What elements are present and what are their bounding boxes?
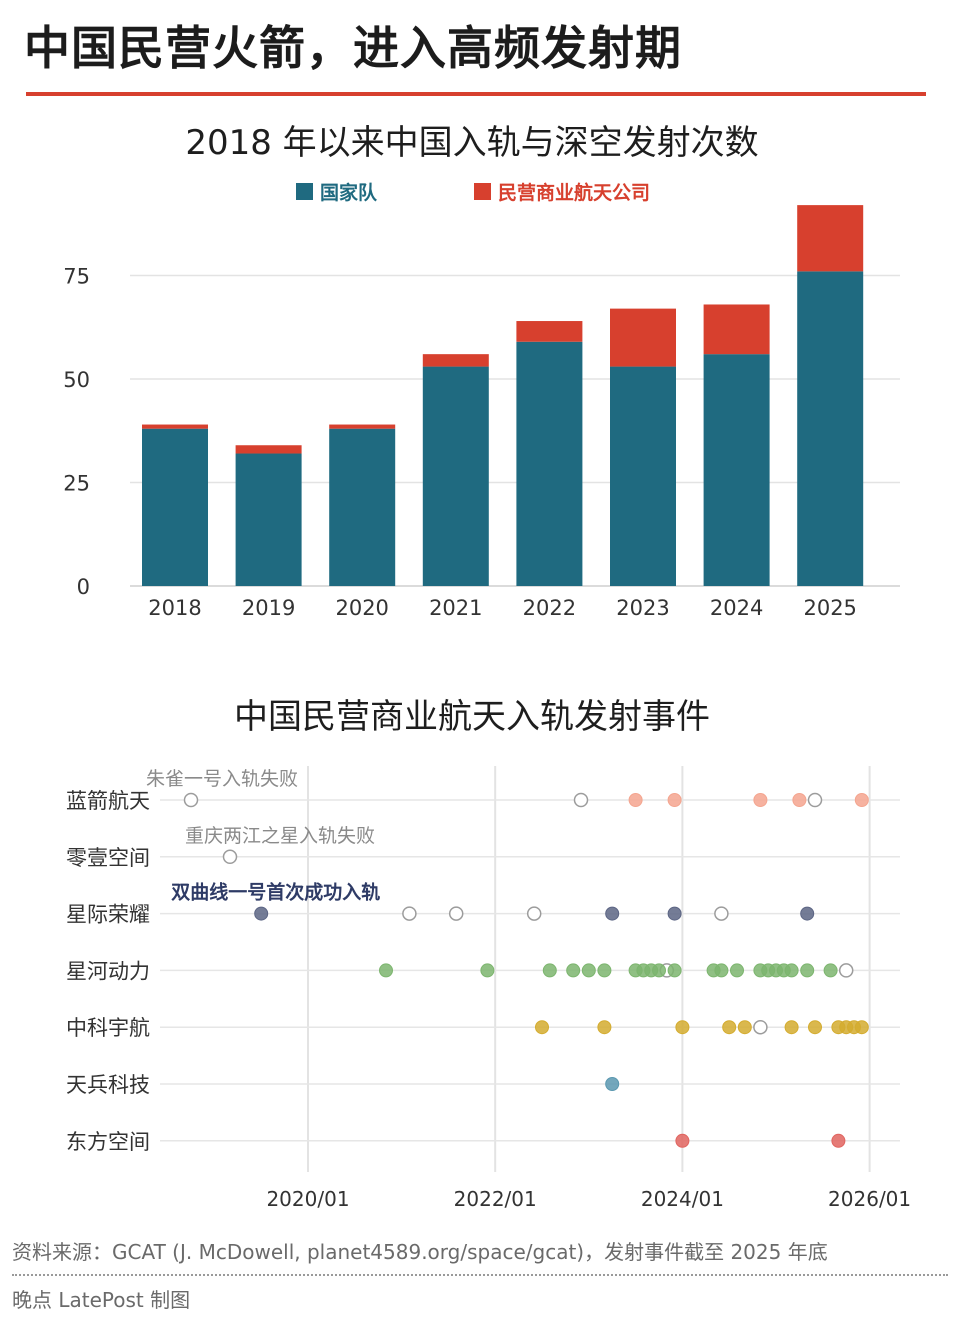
x-tick-label: 2025 [803, 596, 856, 620]
row-label: 零壹空间 [66, 846, 150, 870]
legend-swatch-1 [474, 183, 491, 200]
row-label: 天兵科技 [66, 1073, 150, 1097]
success-dot-中科宇航 [722, 1020, 737, 1035]
success-dot-蓝箭航天 [667, 793, 682, 807]
x-tick-label: 2023 [616, 596, 669, 620]
headline: 中国民营火箭，进入高频发射期 [24, 21, 682, 75]
success-dot-星河动力 [784, 963, 799, 978]
bar-2020-0 [329, 428, 396, 586]
legend-label-0: 国家队 [320, 181, 378, 204]
x-tick-label: 2026/01 [828, 1187, 911, 1211]
bar-2018-1 [142, 424, 208, 429]
success-dot-星河动力 [566, 963, 581, 978]
failure-dot-星际荣耀 [714, 906, 729, 921]
annotation-label: 朱雀一号入轨失败 [146, 768, 298, 790]
x-tick-label: 2022 [523, 596, 576, 620]
success-dot-星河动力 [730, 963, 744, 978]
bar-2020-1 [329, 424, 396, 429]
success-dot-蓝箭航天 [753, 793, 768, 807]
bar-2018-0 [142, 428, 208, 586]
legend-swatch-0 [296, 183, 313, 200]
success-dot-中科宇航 [597, 1020, 612, 1035]
success-dot-星河动力 [379, 963, 393, 978]
bar-2025-0 [797, 271, 864, 586]
y-tick-label: 25 [63, 472, 90, 496]
success-dot-中科宇航 [784, 1020, 799, 1035]
success-dot-星河动力 [480, 963, 495, 978]
row-label: 星河动力 [66, 959, 150, 983]
success-dot-星际荣耀 [667, 906, 682, 921]
scatter-chart-title: 中国民营商业航天入轨发射事件 [234, 697, 710, 737]
bar-2021-1 [422, 354, 489, 367]
success-dot-天兵科技 [605, 1077, 620, 1091]
success-dot-中科宇航 [808, 1020, 822, 1035]
success-dot-中科宇航 [675, 1020, 690, 1035]
y-tick-label: 0 [77, 575, 90, 599]
success-dot-星河动力 [714, 963, 729, 978]
success-dot-星际荣耀 [605, 906, 620, 921]
success-dot-东方空间 [831, 1133, 846, 1148]
success-dot-星河动力 [823, 963, 838, 978]
bar-2022-1 [516, 321, 583, 342]
credit-line: 晚点 LatePost 制图 [12, 1288, 191, 1312]
source-note: 资料来源：GCAT (J. McDowell, planet4589.org/s… [12, 1240, 828, 1264]
success-dot-星河动力 [597, 963, 612, 978]
y-tick-label: 50 [63, 368, 90, 392]
x-tick-label: 2018 [148, 596, 201, 620]
x-tick-label: 2019 [242, 596, 295, 620]
event-scatter-chart: 中国民营商业航天入轨发射事件 2020/01 2022/01 2024/01 2026/… [66, 697, 911, 1211]
divider [12, 1274, 948, 1276]
x-tick-label: 2020 [335, 596, 388, 620]
bar-2024-1 [703, 304, 770, 355]
success-dot-星河动力 [581, 963, 596, 978]
annotation-label: 重庆两江之星入轨失败 [185, 825, 375, 847]
bar-2019-1 [235, 445, 302, 454]
y-tick-label: 75 [63, 265, 90, 289]
row-label: 中科宇航 [66, 1016, 150, 1040]
x-tick-label: 2024/01 [641, 1187, 724, 1211]
failure-dot-星际荣耀 [526, 906, 542, 921]
legend-label-1: 民营商业航天公司 [498, 181, 650, 204]
headline-rule [26, 92, 926, 96]
bar-chart-title: 2018 年以来中国入轨与深空发射次数 [185, 123, 758, 163]
success-dot-星河动力 [652, 963, 666, 978]
row-label: 东方空间 [66, 1130, 150, 1154]
row-label: 蓝箭航天 [66, 789, 150, 813]
failure-dot-零壹空间 [222, 849, 238, 865]
bar-2019-0 [235, 453, 302, 586]
failure-dot-蓝箭航天 [183, 792, 199, 808]
failure-dot-星际荣耀 [448, 906, 464, 921]
annotation-label: 双曲线一号首次成功入轨 [171, 881, 380, 904]
success-dot-中科宇航 [535, 1020, 549, 1035]
success-dot-星河动力 [667, 963, 682, 978]
bar-2022-0 [516, 341, 583, 586]
success-dot-蓝箭航天 [628, 793, 643, 807]
x-tick-label: 2024 [710, 596, 763, 620]
bar-2024-0 [703, 354, 770, 586]
failure-dot-中科宇航 [753, 1019, 768, 1035]
success-dot-星河动力 [800, 963, 815, 978]
failure-dot-蓝箭航天 [807, 792, 823, 808]
failure-dot-蓝箭航天 [573, 792, 589, 808]
bar-2023-0 [610, 366, 676, 586]
bar-2025-1 [797, 205, 864, 272]
success-dot-蓝箭航天 [792, 793, 807, 807]
x-tick-label: 2021 [429, 596, 482, 620]
success-dot-星际荣耀 [254, 906, 269, 921]
failure-dot-星河动力 [838, 963, 854, 978]
success-dot-东方空间 [675, 1133, 690, 1148]
success-dot-中科宇航 [737, 1020, 752, 1035]
x-tick-label: 2022/01 [454, 1187, 537, 1211]
success-dot-蓝箭航天 [854, 793, 869, 807]
failure-dot-星际荣耀 [402, 906, 417, 921]
success-dot-中科宇航 [854, 1020, 869, 1035]
success-dot-星际荣耀 [800, 906, 815, 921]
success-dot-星河动力 [542, 963, 557, 978]
bar-2021-0 [422, 366, 489, 586]
x-tick-label: 2020/01 [266, 1187, 349, 1211]
bar-2023-1 [610, 308, 676, 367]
row-label: 星际荣耀 [66, 903, 150, 927]
